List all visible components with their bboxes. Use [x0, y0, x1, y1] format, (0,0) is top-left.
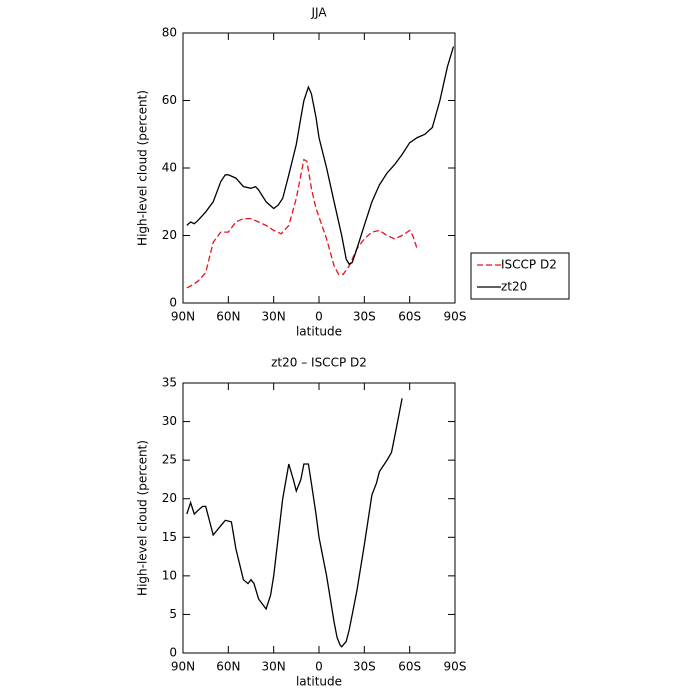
y-tick-label: 20	[162, 228, 177, 242]
y-axis-label: High-level cloud (percent)	[136, 440, 150, 596]
x-tick-label: 90N	[171, 660, 195, 674]
x-tick-label: 0	[315, 660, 323, 674]
x-tick-label: 60S	[398, 660, 421, 674]
x-tick-label: 90S	[444, 310, 467, 324]
data-line	[186, 398, 403, 648]
x-tick-label: 60N	[216, 310, 240, 324]
legend-box	[470, 252, 570, 300]
legend-label: ISCCP D2	[501, 258, 557, 272]
chart-title: zt20 – ISCCP D2	[271, 356, 367, 370]
x-tick-label: 30N	[262, 310, 286, 324]
y-tick-label: 20	[162, 491, 177, 505]
x-tick-label: 30S	[353, 310, 376, 324]
x-tick-label: 0	[315, 310, 323, 324]
x-tick-label: 60N	[216, 660, 240, 674]
x-tick-label: 30N	[262, 660, 286, 674]
x-tick-label: 90N	[171, 310, 195, 324]
y-tick-label: 40	[162, 161, 177, 175]
y-tick-label: 15	[162, 530, 177, 544]
y-tick-label: 35	[162, 376, 177, 390]
x-tick-label: 30S	[353, 660, 376, 674]
y-tick-label: 5	[169, 607, 177, 621]
y-tick-label: 30	[162, 414, 177, 428]
x-axis-label: latitude	[296, 675, 342, 689]
data-line	[186, 158, 418, 289]
plot-frame	[182, 32, 456, 304]
y-tick-label: 0	[169, 646, 177, 660]
y-tick-label: 0	[169, 296, 177, 310]
data-line	[186, 46, 455, 266]
y-tick-label: 80	[162, 26, 177, 40]
y-tick-label: 10	[162, 568, 177, 582]
x-tick-label: 60S	[398, 310, 421, 324]
y-tick-label: 60	[162, 93, 177, 107]
x-axis-label: latitude	[296, 325, 342, 339]
y-axis-label: High-level cloud (percent)	[136, 90, 150, 246]
plot-frame	[182, 382, 456, 654]
y-tick-label: 25	[162, 453, 177, 467]
x-tick-label: 90S	[444, 660, 467, 674]
legend-label: zt20	[501, 280, 527, 294]
chart-title: JJA	[310, 6, 327, 20]
